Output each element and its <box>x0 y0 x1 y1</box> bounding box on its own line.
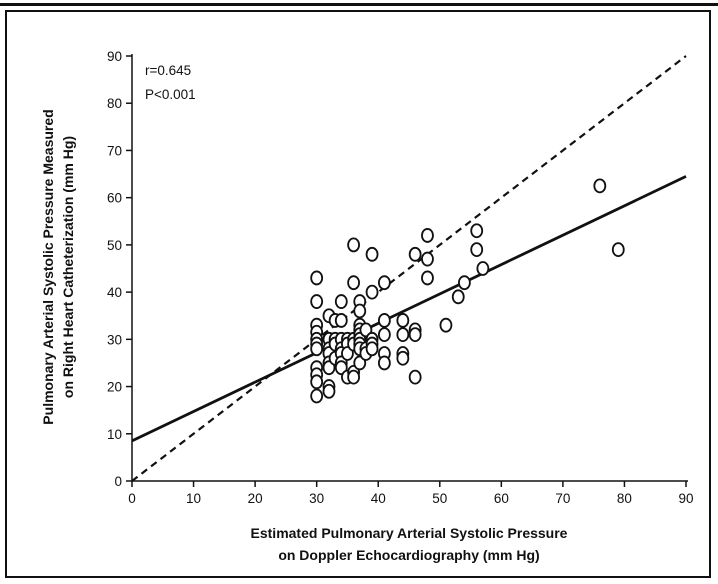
x-tick-label: 30 <box>309 491 324 506</box>
data-point <box>365 246 379 262</box>
x-tick-label: 70 <box>555 491 570 506</box>
top-rule <box>0 3 718 6</box>
data-point <box>408 327 422 343</box>
identity-line <box>131 55 687 482</box>
figure-frame <box>5 10 711 578</box>
data-point <box>377 313 391 328</box>
data-point <box>334 313 348 328</box>
data-point <box>470 242 484 258</box>
y-tick-label: 0 <box>114 474 122 489</box>
x-tick-label: 10 <box>186 491 201 506</box>
y-tick-label: 40 <box>107 285 122 300</box>
y-axis-label-line1: Pulmonary Arterial Systolic Pressure Mea… <box>40 109 56 424</box>
fit-lines <box>131 55 687 482</box>
data-points <box>310 178 625 404</box>
data-point <box>439 317 453 333</box>
x-axis-label-line1: Estimated Pulmonary Arterial Systolic Pr… <box>251 525 568 541</box>
x-tick-label: 0 <box>128 491 136 506</box>
y-tick-label: 80 <box>107 96 122 111</box>
p-annotation: P<0.001 <box>145 87 196 102</box>
y-tick-label: 30 <box>107 332 122 347</box>
x-tick-label: 60 <box>494 491 509 506</box>
data-point <box>334 294 348 309</box>
data-point <box>611 242 625 258</box>
x-tick-label: 80 <box>617 491 632 506</box>
y-axis-label-line2: on Right Heart Catheterization (mm Hg) <box>60 136 76 398</box>
data-point <box>365 284 379 300</box>
data-point <box>310 374 324 390</box>
data-point <box>365 341 379 357</box>
data-point <box>593 178 607 194</box>
x-axis-label-line2: on Doppler Echocardiography (mm Hg) <box>278 547 539 563</box>
data-point <box>451 289 465 305</box>
data-point <box>310 270 324 286</box>
data-point <box>396 350 410 366</box>
y-tick-label: 50 <box>107 238 122 253</box>
data-point <box>421 228 434 243</box>
data-point <box>347 237 361 253</box>
x-tick-label: 20 <box>248 491 263 506</box>
data-point <box>347 275 361 291</box>
regression-line <box>131 175 687 443</box>
chart-text: r=0.645 P<0.001 Estimated Pulmonary Arte… <box>40 63 568 563</box>
y-tick-label: 60 <box>107 191 122 206</box>
data-point <box>377 327 391 343</box>
data-point <box>396 327 410 343</box>
y-tick-label: 70 <box>107 143 122 158</box>
data-point <box>310 294 324 309</box>
data-point <box>470 223 484 239</box>
data-point <box>396 313 410 328</box>
data-point <box>421 270 434 286</box>
x-tick-label: 90 <box>678 491 693 506</box>
y-tick-label: 90 <box>107 49 122 64</box>
data-point <box>353 303 367 319</box>
y-tick-label: 10 <box>107 427 122 442</box>
axes: 0 10 20 30 40 50 60 70 80 90 0 10 20 30 40 50 60 70 80 90 <box>107 49 694 506</box>
data-point <box>377 275 391 291</box>
y-tick-label: 20 <box>107 380 122 395</box>
r-annotation: r=0.645 <box>145 63 191 78</box>
data-point <box>457 275 471 291</box>
x-tick-label: 50 <box>432 491 447 506</box>
data-point <box>322 383 336 399</box>
data-point <box>408 246 422 262</box>
data-point <box>377 355 391 371</box>
data-point <box>408 369 422 385</box>
data-point <box>347 369 361 385</box>
data-point <box>310 388 324 404</box>
data-point <box>310 341 324 357</box>
x-tick-label: 40 <box>371 491 386 506</box>
data-point <box>476 261 490 276</box>
data-point <box>421 251 434 267</box>
